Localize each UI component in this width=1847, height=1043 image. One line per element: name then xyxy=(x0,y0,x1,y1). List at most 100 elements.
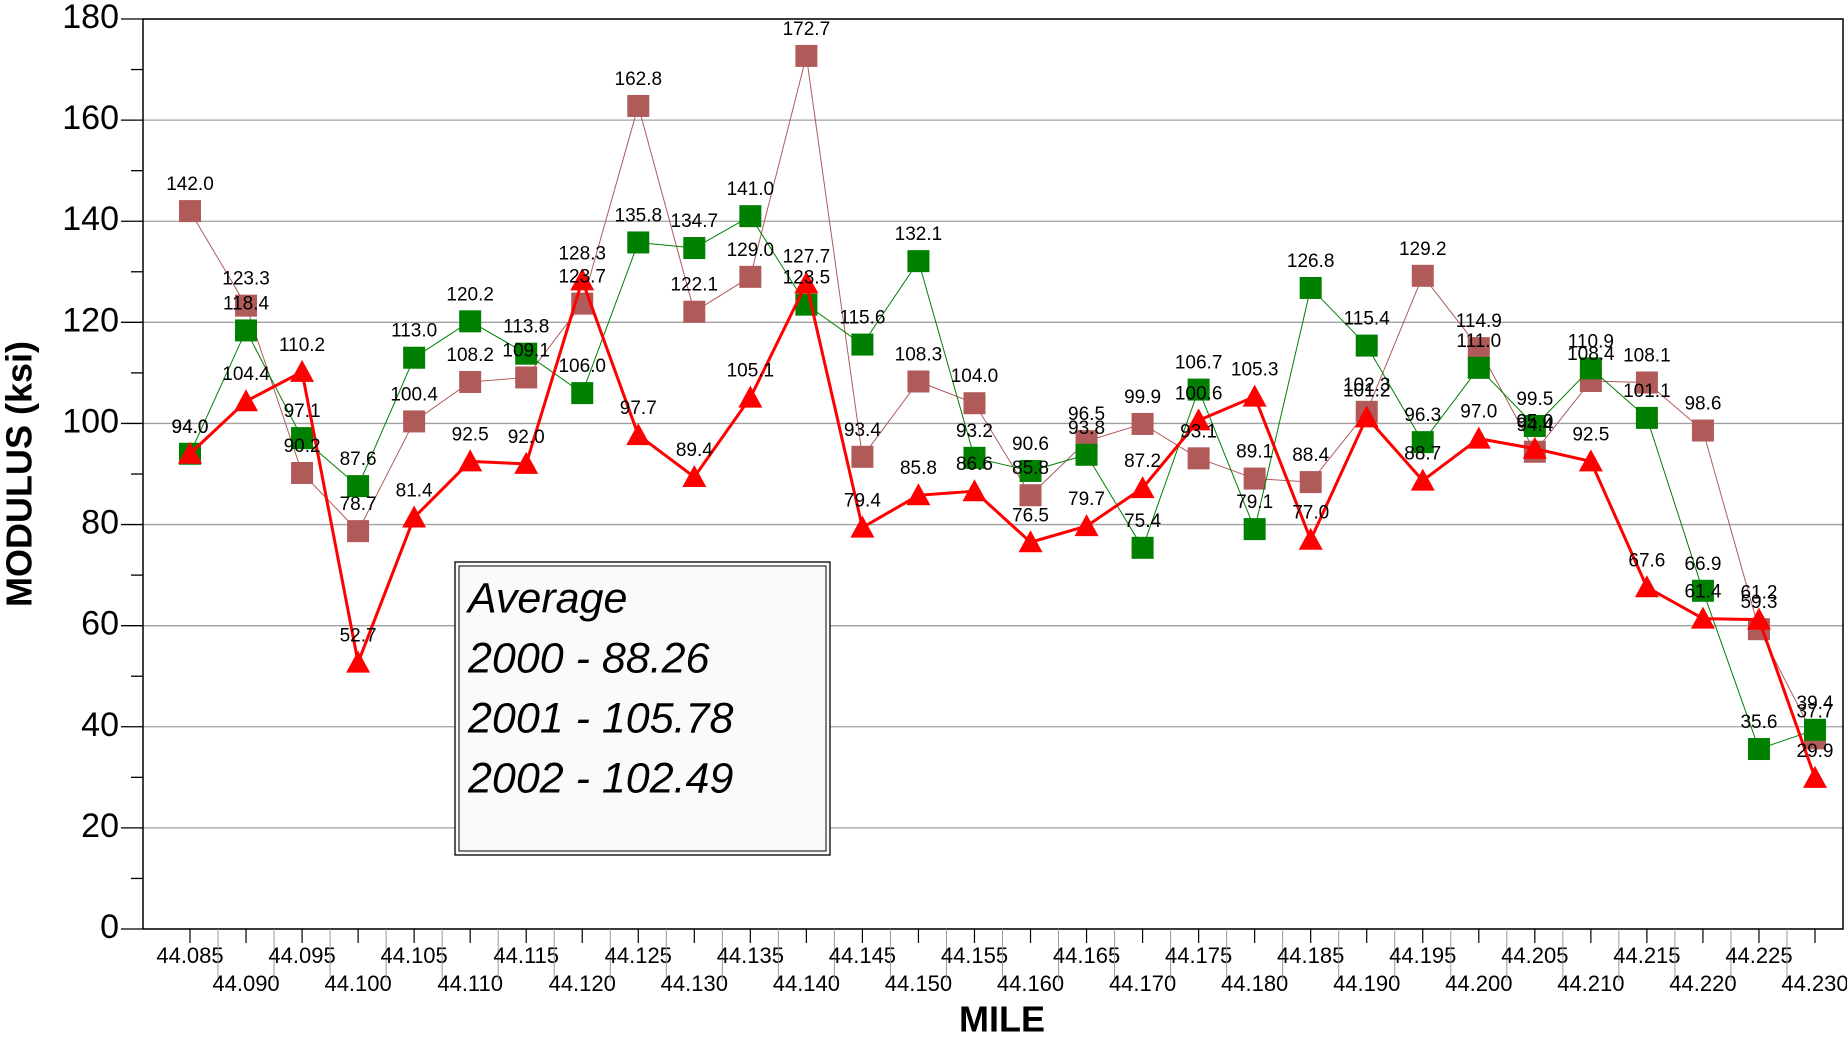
triangle-marker xyxy=(458,449,483,472)
data-label: 97.7 xyxy=(620,398,657,419)
annotation-line: Average xyxy=(465,574,627,622)
triangle-marker xyxy=(178,441,202,464)
x-tick-label: 44.135 xyxy=(717,943,784,968)
square-marker xyxy=(1747,738,1770,761)
square-marker xyxy=(683,300,706,323)
square-marker xyxy=(627,231,650,254)
triangle-marker xyxy=(738,385,763,408)
data-label: 86.6 xyxy=(956,454,993,475)
data-label: 142.0 xyxy=(166,174,214,195)
data-label: 99.9 xyxy=(1124,387,1161,408)
data-label: 123.7 xyxy=(558,267,606,288)
x-tick-label: 44.200 xyxy=(1445,971,1512,996)
triangle-marker xyxy=(1690,606,1715,629)
data-label: 105.1 xyxy=(727,361,775,382)
data-label: 76.5 xyxy=(1012,505,1049,526)
data-label: 93.1 xyxy=(1180,421,1217,442)
data-label: 29.9 xyxy=(1797,741,1834,762)
data-label: 61.2 xyxy=(1740,583,1777,604)
y-tick-label: 40 xyxy=(81,706,119,744)
annotation-line: 2000 - 88.26 xyxy=(467,634,710,682)
data-label: 129.2 xyxy=(1399,239,1447,260)
triangle-marker xyxy=(794,271,819,294)
x-tick-label: 44.125 xyxy=(605,943,672,968)
y-tick-label: 60 xyxy=(81,605,119,643)
data-label: 100.4 xyxy=(390,384,438,405)
x-tick-label: 44.105 xyxy=(380,943,447,968)
data-label: 114.9 xyxy=(1456,311,1502,332)
square-marker xyxy=(851,445,874,468)
data-label: 95.0 xyxy=(1516,412,1553,433)
square-marker xyxy=(1635,406,1658,429)
square-marker xyxy=(235,319,258,342)
square-marker xyxy=(1523,414,1546,437)
square-marker xyxy=(1411,431,1434,454)
y-tick-label: 100 xyxy=(62,402,119,440)
square-marker xyxy=(459,310,482,333)
square-marker xyxy=(963,446,986,469)
x-tick-label: 44.230 xyxy=(1781,971,1847,996)
x-tick-label: 44.130 xyxy=(661,971,728,996)
triangle-marker xyxy=(1466,426,1491,449)
triangle-marker xyxy=(1074,514,1099,537)
square-marker xyxy=(515,366,538,389)
square-marker xyxy=(459,370,482,393)
triangle-marker xyxy=(850,515,875,538)
x-tick-label: 44.095 xyxy=(268,943,335,968)
triangle-marker xyxy=(626,423,651,446)
x-tick-label: 44.155 xyxy=(941,943,1008,968)
triangle-marker xyxy=(1634,575,1659,598)
data-label: 105.3 xyxy=(1231,360,1279,381)
data-label: 88.4 xyxy=(1292,445,1329,466)
triangle-marker xyxy=(1522,436,1547,459)
data-label: 35.6 xyxy=(1740,712,1777,733)
data-label: 100.6 xyxy=(1175,383,1223,404)
data-label: 106.7 xyxy=(1175,353,1223,374)
triangle-marker xyxy=(1410,468,1435,491)
triangle-marker xyxy=(234,389,259,412)
data-label: 85.8 xyxy=(1012,458,1049,479)
data-label: 120.2 xyxy=(446,284,494,305)
x-tick-label: 44.165 xyxy=(1053,943,1120,968)
data-label: 97.1 xyxy=(284,401,321,422)
data-label: 104.4 xyxy=(222,364,270,385)
square-marker xyxy=(739,265,762,288)
plot-frame xyxy=(142,18,1844,930)
annotation-inner xyxy=(458,565,827,852)
data-label: 94.4 xyxy=(1516,415,1553,436)
triangle-marker xyxy=(346,650,371,673)
square-marker xyxy=(235,294,258,317)
annotation-line: 2002 - 102.49 xyxy=(467,754,733,802)
square-marker xyxy=(1467,356,1490,379)
x-tick-label: 44.145 xyxy=(829,943,896,968)
x-tick-label: 44.210 xyxy=(1557,971,1624,996)
data-label: 96.3 xyxy=(1404,405,1441,426)
y-tick-label: 20 xyxy=(81,807,119,845)
data-label: 135.8 xyxy=(615,205,663,226)
square-marker xyxy=(683,237,706,260)
annotation-box: Average 2000 - 88.26 2001 - 105.78 2002 - 1… xyxy=(454,561,831,856)
data-label: 89.4 xyxy=(676,440,713,461)
triangle-marker xyxy=(1578,449,1603,472)
square-marker xyxy=(907,370,930,393)
data-label: 93.8 xyxy=(1068,418,1105,439)
data-label: 39.4 xyxy=(1797,693,1834,714)
x-tick-label: 44.215 xyxy=(1613,943,1680,968)
data-label: 85.8 xyxy=(900,458,937,479)
x-tick-label: 44.150 xyxy=(885,971,952,996)
square-marker xyxy=(851,333,874,356)
square-marker xyxy=(795,44,818,67)
square-marker xyxy=(515,342,538,365)
data-label: 134.7 xyxy=(671,211,719,232)
x-tick-label: 44.220 xyxy=(1669,971,1736,996)
square-marker xyxy=(1579,357,1602,380)
square-marker xyxy=(291,427,314,450)
x-tick-label: 44.225 xyxy=(1725,943,1792,968)
data-label: 78.7 xyxy=(340,494,377,515)
annotation-line: 2001 - 105.78 xyxy=(467,694,733,742)
annotation-frame xyxy=(454,561,831,856)
square-marker xyxy=(1131,412,1154,435)
x-axis-title: MILE xyxy=(959,999,1045,1040)
data-label: 92.0 xyxy=(508,427,545,448)
